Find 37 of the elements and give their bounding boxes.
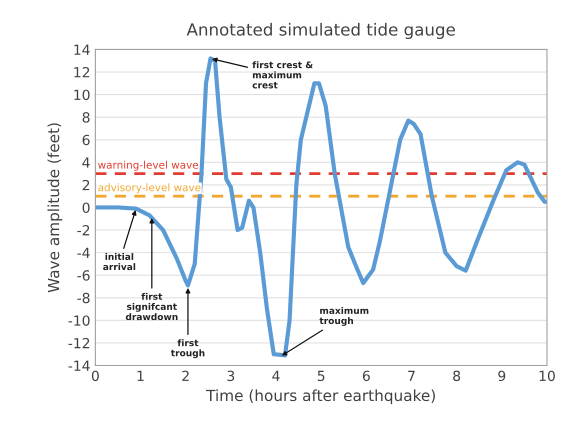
y-tick-label: -6	[77, 270, 90, 281]
y-tick-label: -4	[77, 248, 90, 258]
y-axis-title: Wave amplitude (feet)	[47, 123, 62, 292]
annotation: first signifcant drawdown	[126, 292, 178, 320]
x-tick-label: 10	[540, 370, 555, 382]
chart-title: Annotated simulated tide gauge	[186, 22, 455, 40]
x-tick-label: 1	[138, 370, 144, 381]
x-tick-label: 3	[227, 370, 234, 382]
y-tick-label: 4	[82, 157, 90, 168]
y-tick-label: -14	[68, 360, 90, 371]
ref-line-label: advisory-level wave	[98, 183, 201, 194]
y-tick-label: 2	[82, 180, 90, 190]
y-tick-label: 8	[82, 112, 90, 123]
y-tick-label: 10	[74, 90, 90, 100]
annotation: initial arrival	[103, 253, 136, 270]
y-tick-label: 6	[82, 134, 90, 146]
annotation: maximum trough	[320, 307, 368, 326]
x-tick-label: 7	[408, 370, 415, 381]
x-axis-title: Time (hours after earthquake)	[206, 389, 435, 404]
ref-line-label: warning-level wave	[98, 160, 198, 171]
y-tick-label: -10	[68, 315, 90, 326]
x-tick-label: 5	[318, 370, 324, 382]
y-tick-label: -2	[77, 225, 90, 236]
line-series	[95, 56, 547, 358]
x-tick-label: 6	[362, 370, 370, 382]
annotation: first crest & maximum crest	[252, 61, 313, 88]
x-tick-label: 8	[453, 370, 460, 382]
y-tick-label: -8	[77, 292, 90, 304]
x-tick-label: 2	[182, 370, 189, 381]
x-tick-label: 9	[498, 370, 506, 382]
annotation: first trough	[170, 339, 204, 358]
x-tick-label: 4	[272, 370, 280, 381]
x-tick-label: 0	[92, 370, 99, 382]
y-tick-label: -12	[68, 338, 90, 348]
y-tick-label: 14	[74, 44, 90, 55]
y-tick-label: 0	[82, 202, 90, 213]
y-tick-label: 12	[74, 66, 90, 78]
